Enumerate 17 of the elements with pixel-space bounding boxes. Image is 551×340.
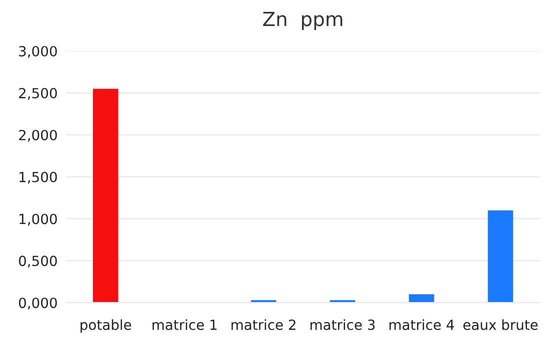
bar [92, 88, 118, 303]
x-tick-label: matrice 3 [310, 319, 375, 330]
x-tick-label: eaux brute [463, 319, 538, 330]
x-tick-label: matrice 2 [232, 319, 296, 330]
x-tick-label: potable [80, 319, 132, 333]
bar [408, 294, 434, 303]
x-tick-label: matrice 4 [390, 319, 454, 330]
y-tick-label: 0,000 [18, 298, 57, 310]
x-tick-label: matrice 1 [152, 319, 217, 330]
y-tick-label: 2,500 [19, 88, 57, 100]
y-tick-label: 0,500 [18, 256, 57, 268]
y-tick-label: 1,500 [20, 172, 57, 184]
y-tick-label: 3,000 [19, 46, 57, 58]
bar [488, 210, 514, 303]
y-tick-label: 1,000 [20, 214, 57, 226]
chart-title: Zn ppm [263, 12, 342, 30]
y-tick-label: 2,000 [19, 130, 57, 142]
